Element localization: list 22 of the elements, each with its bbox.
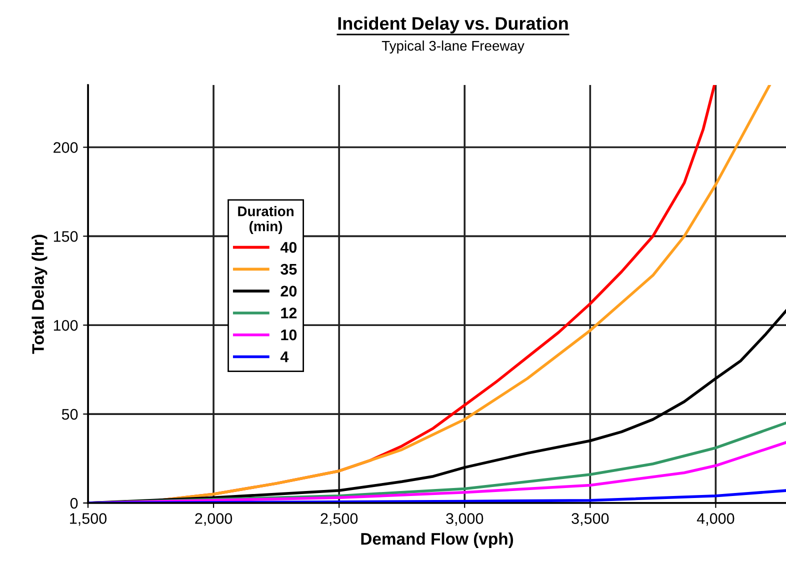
- legend-label: 35: [280, 264, 297, 275]
- y-tick-label: 0: [70, 498, 78, 509]
- y-tick-label: 50: [62, 408, 78, 420]
- legend-label: 4: [280, 352, 289, 362]
- x-tick-label: 3,500: [572, 513, 609, 526]
- legend-label: 12: [281, 308, 297, 318]
- x-tick-label: 4,000: [696, 513, 734, 526]
- x-tick-label: 2,500: [320, 513, 358, 526]
- x-tick-label: 1,500: [70, 513, 107, 526]
- x-axis-title: Demand Flow (vph): [361, 532, 514, 548]
- y-tick-label: 200: [54, 142, 78, 153]
- legend-label: 40: [280, 242, 297, 253]
- chart-title: Incident Delay vs. Duration: [338, 16, 568, 34]
- y-tick-label: 150: [54, 231, 78, 242]
- y-tick-label: 100: [54, 320, 78, 331]
- legend-title: Duration (min): [238, 206, 294, 234]
- y-axis-title: Total Delay (hr): [32, 234, 48, 354]
- legend-label: 20: [280, 286, 297, 297]
- chart-subtitle: Typical 3-lane Freeway: [382, 40, 524, 54]
- legend-label: 10: [281, 330, 297, 340]
- x-tick-label: 3,000: [446, 513, 484, 526]
- x-tick-label: 2,000: [195, 513, 232, 526]
